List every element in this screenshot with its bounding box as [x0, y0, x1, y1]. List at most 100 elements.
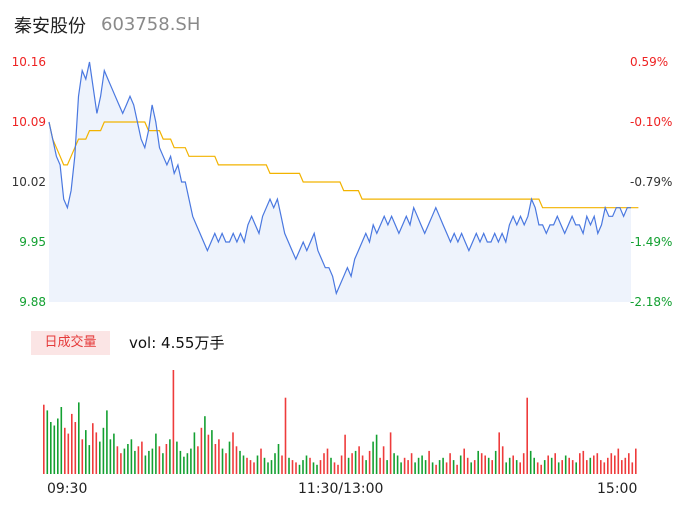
pct-tick-2: -0.10%: [630, 115, 673, 129]
volume-bar: [344, 434, 346, 474]
volume-bar: [74, 422, 77, 474]
volume-bar: [526, 397, 528, 474]
volume-bar: [396, 455, 399, 474]
volume-bar: [144, 455, 147, 474]
volume-bar: [85, 430, 87, 474]
volume-bar: [459, 455, 462, 474]
pct-tick-3: -0.79%: [630, 175, 673, 189]
volume-bar: [295, 462, 297, 474]
volume-bar: [393, 453, 395, 474]
volume-bar: [365, 460, 367, 474]
volume-bar: [617, 448, 620, 474]
volume-bar: [607, 457, 609, 474]
volume-bar: [71, 413, 73, 474]
volume-bar: [470, 462, 472, 474]
volume-bar: [407, 460, 409, 474]
pct-tick-5: -2.18%: [630, 295, 673, 309]
pct-tick-1: 0.59%: [630, 55, 669, 69]
volume-bars: [43, 370, 637, 474]
price-tick-2: 10.09: [11, 115, 46, 129]
price-tick-4: 9.95: [19, 235, 46, 249]
volume-bar: [60, 407, 63, 474]
volume-bar: [179, 450, 182, 474]
volume-bar: [624, 457, 627, 474]
volume-bar: [137, 446, 140, 474]
volume-bar: [382, 446, 385, 474]
volume-bar: [547, 455, 549, 474]
volume-bar: [102, 427, 105, 474]
volume-bar: [256, 455, 259, 474]
price-tick-1: 10.16: [11, 55, 46, 69]
volume-bar: [340, 455, 343, 474]
volume-bar: [183, 456, 185, 474]
stock-code: 603758.SH: [101, 14, 201, 35]
volume-bar: [337, 464, 339, 474]
volume-bar: [225, 453, 227, 474]
volume-bar: [253, 462, 255, 474]
volume-bar: [302, 460, 304, 474]
volume-bar: [172, 370, 175, 474]
price-tick-5: 9.88: [19, 295, 46, 309]
volume-bar: [600, 460, 602, 474]
volume-bar: [67, 433, 70, 474]
volume-bar: [389, 432, 392, 474]
volume-bar: [113, 433, 115, 474]
daily-volume-tab[interactable]: 日成交量: [31, 331, 110, 355]
volume-bar: [498, 432, 500, 474]
volume-bar: [249, 460, 252, 474]
volume-bar: [515, 460, 518, 474]
volume-bar: [575, 462, 577, 474]
volume-bar: [445, 462, 448, 474]
volume-bar: [375, 434, 378, 474]
volume-bar: [424, 460, 427, 474]
volume-bar: [519, 462, 521, 474]
volume-bar: [351, 453, 353, 474]
volume-bar: [628, 453, 630, 474]
volume-bar: [176, 441, 178, 474]
volume-bar: [298, 464, 301, 474]
volume-bar: [123, 448, 126, 474]
volume-bar: [473, 460, 476, 474]
volume-bar: [347, 457, 350, 474]
volume-bar: [99, 441, 101, 474]
volume-bar: [463, 448, 465, 474]
volume-bar: [379, 457, 381, 474]
volume-bar: [550, 457, 553, 474]
volume-bar: [557, 462, 560, 474]
volume-bar: [309, 457, 311, 474]
volume-bar: [410, 453, 413, 474]
volume-bar: [158, 446, 161, 474]
volume-bar: [494, 450, 497, 474]
volume-bar: [361, 455, 364, 474]
volume-bar: [596, 453, 599, 474]
volume-bar: [193, 432, 196, 474]
volume-bar: [435, 464, 437, 474]
volume-bar: [106, 410, 108, 474]
volume-bar: [417, 457, 420, 474]
volume-bar: [456, 464, 458, 474]
volume-bar: [57, 418, 59, 474]
time-label-open: 09:30: [47, 481, 88, 497]
volume-bar: [589, 457, 592, 474]
volume-bar: [582, 450, 585, 474]
volume-bar: [484, 455, 486, 474]
volume-bar: [522, 453, 525, 474]
volume-bar: [207, 434, 210, 474]
volume-bar: [635, 448, 637, 474]
volume-bar: [512, 455, 514, 474]
volume-bar: [200, 427, 203, 474]
volume-bar: [533, 457, 535, 474]
volume-bar: [288, 457, 290, 474]
volume-bar: [529, 450, 532, 474]
volume-bar: [593, 455, 595, 474]
volume-bar: [326, 448, 329, 474]
volume-bar: [81, 439, 84, 474]
volume-bar: [130, 439, 133, 474]
volume-bar: [312, 462, 315, 474]
volume-bar: [487, 457, 490, 474]
volume-bar: [400, 462, 402, 474]
volume-bar: [421, 455, 423, 474]
volume-bar: [197, 446, 199, 474]
volume-bar: [452, 460, 455, 474]
